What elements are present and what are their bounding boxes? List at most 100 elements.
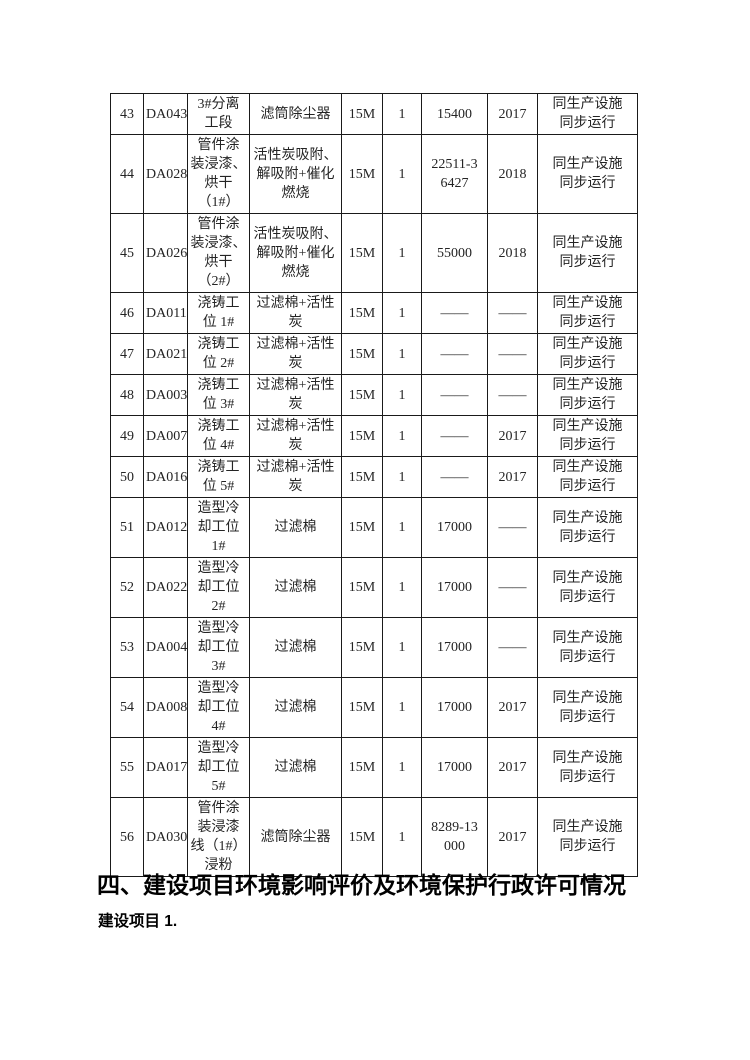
cell-treatment: 过滤棉+活性 炭 <box>249 292 342 334</box>
cell-treatment: 过滤棉+活性 炭 <box>249 415 342 457</box>
cell-status: 同生产设施 同步运行 <box>537 292 638 334</box>
cell-value: —— <box>421 333 488 375</box>
cell-qty: 1 <box>382 292 422 334</box>
cell-qty: 1 <box>382 93 422 135</box>
cell-status: 同生产设施 同步运行 <box>537 333 638 375</box>
cell-year: 2017 <box>487 415 538 457</box>
cell-treatment: 活性炭吸附、 解吸附+催化 燃烧 <box>249 134 342 214</box>
cell-value: —— <box>421 292 488 334</box>
cell-source: 3#分离 工段 <box>187 93 250 135</box>
cell-status: 同生产设施 同步运行 <box>537 497 638 558</box>
cell-code: DA012 <box>143 497 188 558</box>
table-row: 51 DA012 造型冷 却工位 1# 过滤棉 15M 1 17000 —— 同生产设施 同步运… <box>110 497 638 558</box>
cell-status: 同生产设施 同步运行 <box>537 677 638 738</box>
cell-qty: 1 <box>382 737 422 798</box>
cell-height: 15M <box>341 797 383 877</box>
cell-year: —— <box>487 333 538 375</box>
cell-year: 2018 <box>487 213 538 293</box>
cell-qty: 1 <box>382 374 422 416</box>
cell-height: 15M <box>341 497 383 558</box>
cell-no: 43 <box>110 93 144 135</box>
cell-year: —— <box>487 557 538 618</box>
cell-status: 同生产设施 同步运行 <box>537 557 638 618</box>
project-subheading: 建设项目 1. <box>98 913 178 930</box>
cell-no: 45 <box>110 213 144 293</box>
cell-height: 15M <box>341 617 383 678</box>
table-row: 50 DA016 浇铸工 位 5# 过滤棉+活性 炭 15M 1 —— 2017 同生产设施 同… <box>110 456 638 498</box>
cell-height: 15M <box>341 374 383 416</box>
cell-code: DA007 <box>143 415 188 457</box>
cell-no: 53 <box>110 617 144 678</box>
cell-height: 15M <box>341 677 383 738</box>
table-row: 47 DA021 浇铸工 位 2# 过滤棉+活性 炭 15M 1 —— —— 同生产设施 同步运… <box>110 333 638 375</box>
cell-status: 同生产设施 同步运行 <box>537 93 638 135</box>
cell-year: —— <box>487 617 538 678</box>
cell-value: 15400 <box>421 93 488 135</box>
cell-code: DA028 <box>143 134 188 214</box>
cell-no: 55 <box>110 737 144 798</box>
cell-code: DA043 <box>143 93 188 135</box>
cell-height: 15M <box>341 333 383 375</box>
cell-year: —— <box>487 374 538 416</box>
cell-qty: 1 <box>382 797 422 877</box>
cell-treatment: 活性炭吸附、 解吸附+催化 燃烧 <box>249 213 342 293</box>
cell-code: DA030 <box>143 797 188 877</box>
cell-value: 17000 <box>421 557 488 618</box>
cell-treatment: 过滤棉 <box>249 497 342 558</box>
table-row: 44 DA028 管件涂 装浸漆、 烘干 （1#） 活性炭吸附、 解吸附+催化 燃烧 1… <box>110 134 638 214</box>
cell-source: 造型冷 却工位 3# <box>187 617 250 678</box>
cell-status: 同生产设施 同步运行 <box>537 374 638 416</box>
cell-qty: 1 <box>382 557 422 618</box>
cell-height: 15M <box>341 93 383 135</box>
cell-treatment: 过滤棉 <box>249 677 342 738</box>
cell-status: 同生产设施 同步运行 <box>537 213 638 293</box>
cell-code: DA021 <box>143 333 188 375</box>
cell-status: 同生产设施 同步运行 <box>537 134 638 214</box>
cell-status: 同生产设施 同步运行 <box>537 617 638 678</box>
cell-source: 管件涂 装浸漆 线（1#） 浸粉 <box>187 797 250 877</box>
cell-code: DA017 <box>143 737 188 798</box>
cell-no: 48 <box>110 374 144 416</box>
emission-outlet-table-body: 43 DA043 3#分离 工段 滤筒除尘器 15M 1 15400 2017 同生产设施 同步… <box>110 93 638 877</box>
table-row: 45 DA026 管件涂 装浸漆、 烘干 （2#） 活性炭吸附、 解吸附+催化 燃烧 1… <box>110 213 638 293</box>
cell-source: 造型冷 却工位 2# <box>187 557 250 618</box>
cell-treatment: 过滤棉 <box>249 737 342 798</box>
cell-treatment: 过滤棉 <box>249 557 342 618</box>
cell-no: 47 <box>110 333 144 375</box>
cell-treatment: 滤筒除尘器 <box>249 797 342 877</box>
cell-height: 15M <box>341 134 383 214</box>
cell-treatment: 滤筒除尘器 <box>249 93 342 135</box>
cell-value: —— <box>421 456 488 498</box>
cell-year: —— <box>487 497 538 558</box>
cell-value: 22511-3 6427 <box>421 134 488 214</box>
cell-height: 15M <box>341 213 383 293</box>
table-row: 46 DA011 浇铸工 位 1# 过滤棉+活性 炭 15M 1 —— —— 同生产设施 同步运… <box>110 292 638 334</box>
cell-qty: 1 <box>382 415 422 457</box>
emission-outlet-table: 43 DA043 3#分离 工段 滤筒除尘器 15M 1 15400 2017 同生产设施 同步… <box>110 93 638 877</box>
cell-qty: 1 <box>382 497 422 558</box>
cell-year: 2017 <box>487 456 538 498</box>
cell-height: 15M <box>341 415 383 457</box>
cell-source: 浇铸工 位 5# <box>187 456 250 498</box>
cell-height: 15M <box>341 292 383 334</box>
cell-source: 浇铸工 位 2# <box>187 333 250 375</box>
cell-source: 造型冷 却工位 1# <box>187 497 250 558</box>
cell-status: 同生产设施 同步运行 <box>537 415 638 457</box>
table-row: 43 DA043 3#分离 工段 滤筒除尘器 15M 1 15400 2017 同生产设施 同步… <box>110 93 638 135</box>
cell-treatment: 过滤棉+活性 炭 <box>249 333 342 375</box>
cell-source: 造型冷 却工位 4# <box>187 677 250 738</box>
cell-value: 17000 <box>421 617 488 678</box>
cell-source: 管件涂 装浸漆、 烘干 （2#） <box>187 213 250 293</box>
cell-no: 49 <box>110 415 144 457</box>
cell-status: 同生产设施 同步运行 <box>537 797 638 877</box>
cell-year: 2017 <box>487 93 538 135</box>
cell-code: DA008 <box>143 677 188 738</box>
cell-value: 55000 <box>421 213 488 293</box>
cell-value: 17000 <box>421 737 488 798</box>
cell-year: 2017 <box>487 797 538 877</box>
cell-value: —— <box>421 415 488 457</box>
cell-qty: 1 <box>382 456 422 498</box>
cell-code: DA004 <box>143 617 188 678</box>
cell-no: 51 <box>110 497 144 558</box>
